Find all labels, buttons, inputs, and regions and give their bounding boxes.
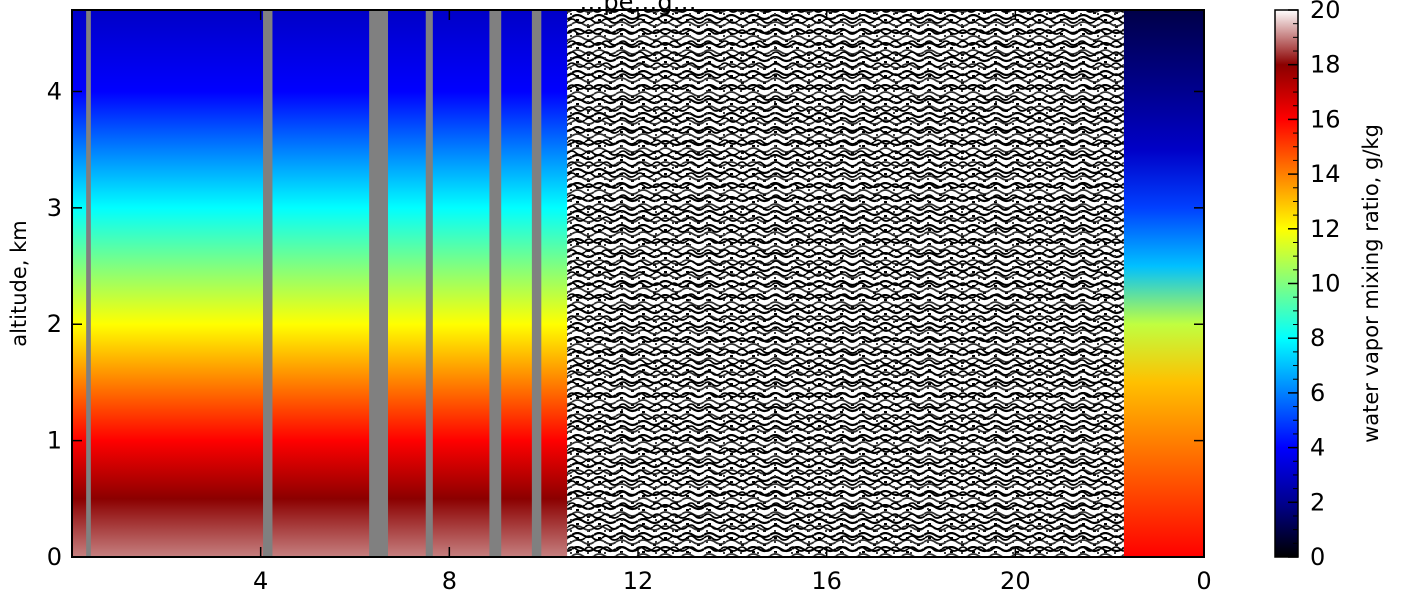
colorbar-tick-label: 12 (1310, 215, 1341, 243)
colorbar-tick-label: 8 (1310, 324, 1325, 352)
x-tick-label: 20 (1000, 567, 1031, 595)
missing-data-band (489, 10, 502, 557)
missing-data-band (263, 10, 273, 557)
x-tick-label: 4 (253, 567, 268, 595)
missing-data-band (86, 10, 91, 557)
colorbar-tick-label: 6 (1310, 379, 1325, 407)
chart-title: …pe…g… (579, 0, 697, 16)
y-tick-label: 1 (47, 427, 62, 455)
missing-data-band (369, 10, 389, 557)
colorbar-tick-label: 10 (1310, 270, 1341, 298)
y-tick-label: 2 (47, 310, 62, 338)
x-tick-label: 8 (442, 567, 457, 595)
colorbar-tick-label: 2 (1310, 488, 1325, 516)
y-tick-label: 0 (47, 543, 62, 571)
y-tick-label: 4 (47, 77, 62, 105)
colorbar-tick-label: 14 (1310, 160, 1341, 188)
y-tick-label: 3 (47, 194, 62, 222)
x-tick-label: 16 (811, 567, 842, 595)
colorbar (1275, 10, 1298, 557)
colorbar-tick-label: 20 (1310, 0, 1341, 24)
y-axis-title: altitude, km (7, 220, 31, 347)
colorbar-tick-label: 16 (1310, 105, 1341, 133)
x-tick-label: 0 (1196, 567, 1211, 595)
missing-data-band (425, 10, 433, 557)
missing-data-band (531, 10, 542, 557)
colorbar-tick-label: 18 (1310, 51, 1341, 79)
colorbar-tick-label: 0 (1310, 543, 1325, 571)
mixing-ratio-region-2 (1123, 10, 1204, 557)
noise-region-overlay (567, 10, 1124, 557)
colorbar-tick-label: 4 (1310, 434, 1325, 462)
x-tick-label: 12 (623, 567, 654, 595)
colorbar-title: water vapor mixing ratio, g/kg (1359, 124, 1383, 443)
mixing-ratio-region-1 (72, 10, 568, 557)
